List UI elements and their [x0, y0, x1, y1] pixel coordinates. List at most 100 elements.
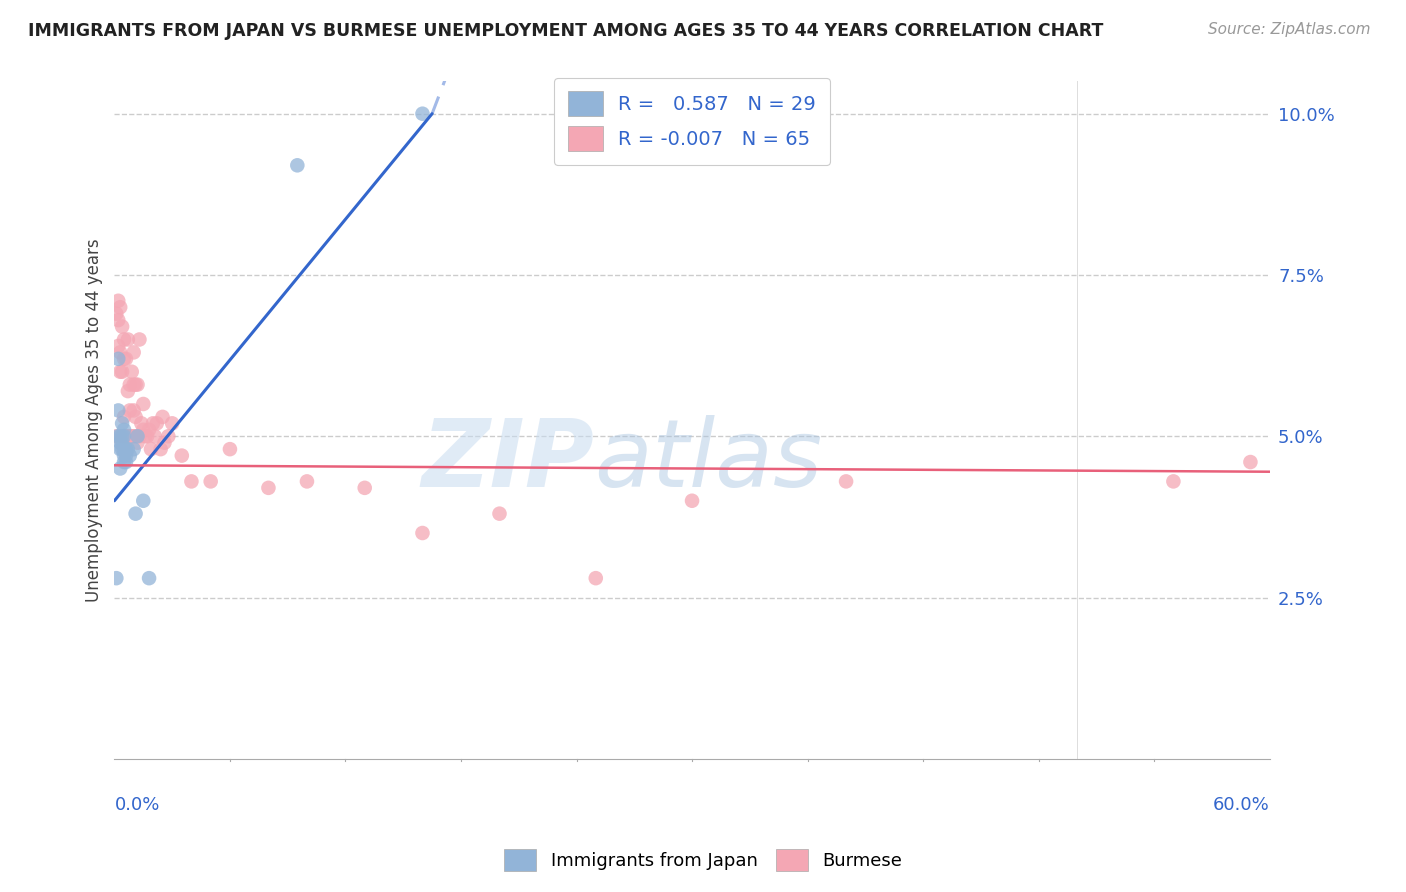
Point — [122, 429, 145, 443]
Point — [118, 377, 141, 392]
Point — [108, 429, 131, 443]
Point — [117, 442, 139, 457]
Point — [124, 507, 146, 521]
Point — [112, 423, 135, 437]
Point — [111, 435, 134, 450]
Y-axis label: Unemployment Among Ages 35 to 44 years: Unemployment Among Ages 35 to 44 years — [86, 238, 103, 602]
Point — [108, 345, 131, 359]
Point — [115, 455, 138, 469]
Point — [127, 377, 149, 392]
Point — [122, 345, 145, 359]
Legend: Immigrants from Japan, Burmese: Immigrants from Japan, Burmese — [496, 842, 910, 879]
Point — [121, 365, 143, 379]
Point — [115, 449, 138, 463]
Point — [107, 351, 129, 366]
Point — [105, 429, 128, 443]
Point — [149, 442, 172, 457]
Point — [107, 429, 129, 443]
Text: 0.0%: 0.0% — [114, 796, 160, 814]
Point — [108, 435, 131, 450]
Point — [131, 417, 153, 431]
Point — [411, 106, 433, 120]
Point — [128, 333, 150, 347]
Point — [124, 429, 146, 443]
Point — [488, 507, 510, 521]
Point — [200, 475, 222, 489]
Point — [111, 429, 134, 443]
Point — [132, 493, 155, 508]
Point — [127, 435, 149, 450]
Point — [111, 429, 134, 443]
Point — [124, 409, 146, 424]
Point — [112, 449, 135, 463]
Point — [117, 333, 139, 347]
Point — [115, 351, 138, 366]
Point — [107, 403, 129, 417]
Point — [353, 481, 375, 495]
Point — [112, 455, 135, 469]
Point — [835, 475, 858, 489]
Point — [143, 429, 166, 443]
Point — [160, 417, 183, 431]
Point — [170, 449, 193, 463]
Point — [138, 571, 160, 585]
Point — [118, 449, 141, 463]
Point — [122, 403, 145, 417]
Text: atlas: atlas — [593, 416, 823, 507]
Text: 60.0%: 60.0% — [1213, 796, 1270, 814]
Point — [122, 377, 145, 392]
Point — [128, 429, 150, 443]
Point — [295, 475, 318, 489]
Point — [134, 429, 156, 443]
Point — [112, 351, 135, 366]
Point — [146, 417, 169, 431]
Point — [285, 158, 308, 172]
Point — [219, 442, 242, 457]
Point — [157, 429, 180, 443]
Point — [107, 293, 129, 308]
Point — [107, 339, 129, 353]
Point — [112, 429, 135, 443]
Text: IMMIGRANTS FROM JAPAN VS BURMESE UNEMPLOYMENT AMONG AGES 35 TO 44 YEARS CORRELAT: IMMIGRANTS FROM JAPAN VS BURMESE UNEMPLO… — [28, 22, 1104, 40]
Point — [127, 429, 149, 443]
Point — [115, 429, 138, 443]
Point — [1239, 455, 1261, 469]
Text: Source: ZipAtlas.com: Source: ZipAtlas.com — [1208, 22, 1371, 37]
Point — [108, 365, 131, 379]
Point — [132, 397, 155, 411]
Point — [108, 461, 131, 475]
Point — [121, 429, 143, 443]
Point — [139, 442, 162, 457]
Point — [112, 409, 135, 424]
Point — [108, 442, 131, 457]
Point — [117, 384, 139, 398]
Point — [112, 333, 135, 347]
Text: ZIP: ZIP — [420, 415, 593, 507]
Point — [111, 417, 134, 431]
Point — [152, 409, 174, 424]
Point — [257, 481, 280, 495]
Point — [118, 403, 141, 417]
Point — [132, 423, 155, 437]
Point — [153, 435, 176, 450]
Point — [124, 377, 146, 392]
Point — [681, 493, 703, 508]
Point — [142, 417, 165, 431]
Point — [112, 429, 135, 443]
Point — [105, 571, 128, 585]
Point — [111, 319, 134, 334]
Point — [180, 475, 202, 489]
Point — [115, 442, 138, 457]
Point — [122, 442, 145, 457]
Point — [411, 526, 433, 541]
Point — [111, 442, 134, 457]
Point — [108, 300, 131, 314]
Point — [138, 423, 160, 437]
Point — [112, 442, 135, 457]
Point — [111, 365, 134, 379]
Legend: R =   0.587   N = 29, R = -0.007   N = 65: R = 0.587 N = 29, R = -0.007 N = 65 — [554, 78, 830, 164]
Point — [1163, 475, 1185, 489]
Point — [107, 313, 129, 327]
Point — [118, 429, 141, 443]
Point — [105, 307, 128, 321]
